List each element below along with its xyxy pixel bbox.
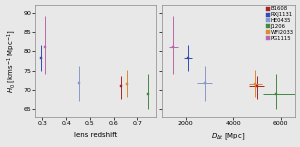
Legend: B1608, RXJ1131, HE0435, J1206, WFI2033, PG1115: B1608, RXJ1131, HE0435, J1206, WFI2033, … (266, 6, 294, 42)
X-axis label: lens redshift: lens redshift (74, 132, 117, 138)
Y-axis label: $H_0$ [kms$^{-1}$ Mpc$^{-1}$]: $H_0$ [kms$^{-1}$ Mpc$^{-1}$] (5, 29, 18, 93)
X-axis label: $D_{\Delta t}$ [Mpc]: $D_{\Delta t}$ [Mpc] (212, 132, 246, 142)
